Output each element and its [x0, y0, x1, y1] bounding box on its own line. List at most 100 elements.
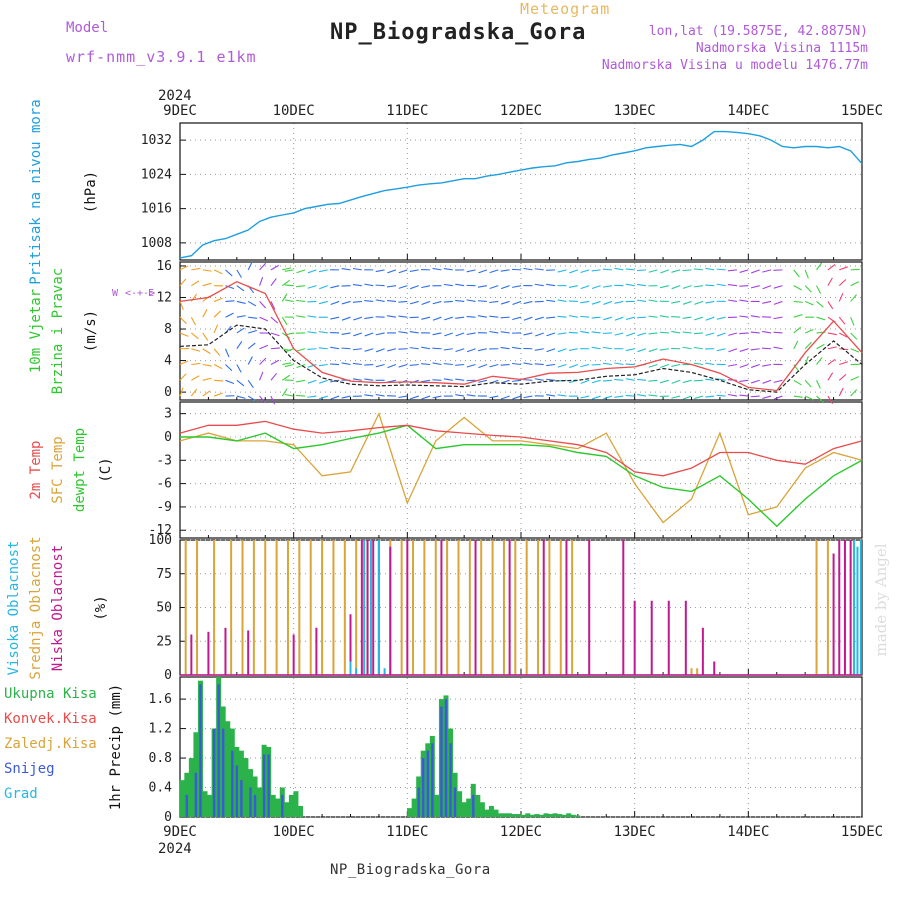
precip-snow-bar [240, 780, 243, 817]
wind-unit: (m/s) [83, 310, 99, 352]
wind-arrow [773, 331, 783, 334]
wind-arrow [637, 378, 647, 381]
wind-arrow [247, 342, 256, 350]
wind-arrow [705, 316, 715, 321]
wind-arrow [648, 269, 658, 273]
wind-arrow [353, 316, 363, 321]
wind-arrow [259, 371, 264, 381]
wind-arrow [682, 379, 692, 384]
precip-snow-bar [199, 684, 202, 817]
precip-total-bar [284, 802, 290, 817]
wind-arrow [455, 299, 465, 302]
wind-arrow [804, 379, 812, 388]
precip-snow-bar [453, 787, 457, 817]
precip-total-bar [543, 813, 549, 817]
wind-arrow [625, 316, 635, 321]
wind-arrow [191, 280, 200, 287]
wind-arrow [827, 346, 837, 350]
wind-arrow [247, 261, 253, 271]
precip-total-bar [225, 721, 231, 817]
elevation-label: Nadmorska Visina 1115m [695, 41, 868, 56]
wind-arrow [568, 331, 578, 334]
wind-arrow [816, 285, 822, 294]
wind-arrow [285, 348, 294, 353]
wind-arrow [352, 362, 362, 366]
wind-arrow [444, 332, 453, 337]
precip-total-bar [466, 798, 472, 817]
precip-axis-title: 1hr Precip (mm) [108, 684, 124, 810]
y-tick-label: 0 [164, 810, 172, 825]
wind-arrow [307, 363, 317, 368]
wind-arrow [816, 357, 823, 365]
precip-total-bar [575, 815, 581, 817]
wind-arrow [443, 300, 453, 303]
wind-arrow [307, 348, 317, 350]
wind-arrow [762, 330, 772, 334]
precip-snow-bar [431, 743, 434, 817]
wind-arrow [750, 331, 760, 334]
wind-arrow [432, 362, 442, 366]
wind-arrow [762, 395, 772, 399]
wind-arrow [432, 316, 442, 321]
wind-arrow [850, 389, 858, 397]
wind-arrow [751, 269, 760, 274]
wind-arrow [751, 363, 760, 368]
wind-arrow [319, 395, 328, 400]
wind-arrow [750, 348, 760, 351]
wind-arrow [500, 300, 510, 305]
precip-total-bar [243, 758, 249, 817]
wind-arrow [762, 285, 772, 290]
precip-total-bar [179, 780, 185, 817]
dewpt-axis-title: dewpt Temp [72, 428, 88, 512]
wind-arrow [626, 332, 635, 337]
wind-arrow [281, 293, 288, 302]
wind-arrow [375, 332, 385, 336]
wind-arrow [838, 292, 844, 302]
wind-arrow [375, 363, 385, 368]
wind-arrow [546, 332, 556, 337]
precip-snow-bar [444, 699, 448, 817]
wind-arrow [191, 267, 201, 271]
wind-arrow [352, 267, 362, 271]
wind-arrow [236, 300, 246, 304]
precip-snow-bar [253, 794, 257, 817]
wind-arrow [682, 285, 692, 289]
wind-arrow [602, 268, 612, 271]
wind-arrow [838, 387, 844, 397]
bottom-day-label: 9DEC [163, 824, 197, 840]
wind-arrow [500, 285, 510, 290]
cloud-mid-axis-title: Srednja Oblacnost [28, 536, 44, 679]
wind-arrow [705, 300, 715, 304]
wind-arrow [443, 348, 453, 351]
cloud-high-axis-title: Visoka Oblacnost [6, 541, 22, 676]
wind-arrow [477, 315, 487, 318]
wind-arrow [602, 362, 613, 366]
wind-arrow [671, 269, 681, 273]
wind-arrow [591, 379, 601, 384]
precip-total-bar [493, 809, 499, 817]
meteogram-label: Meteogram [520, 0, 611, 18]
wind-arrow [352, 378, 362, 381]
wind-arrow [580, 269, 590, 274]
wind-arrow [455, 363, 465, 366]
wind-arrow [804, 300, 814, 306]
wind-arrow [270, 301, 276, 310]
y-tick-label: 0 [164, 385, 172, 400]
precip-total-bar [498, 813, 504, 817]
wind-arrow [839, 332, 848, 338]
wind-arrow [259, 344, 269, 350]
precip-total-bar [461, 802, 467, 817]
wind-arrow [179, 373, 187, 381]
wind-arrow [179, 360, 189, 366]
wind-arrow [705, 332, 715, 336]
precip-total-bar [297, 805, 303, 817]
wind-arrow [850, 294, 857, 302]
wind-arrow [364, 378, 374, 381]
y-tick-label: 1024 [141, 167, 172, 182]
wind-arrow [319, 379, 328, 384]
wind-arrow [648, 363, 658, 368]
wind-arrow [603, 300, 613, 305]
wind-arrow [591, 395, 601, 400]
bottom-day-label: 13DEC [614, 824, 656, 840]
wind-arrow [284, 363, 294, 368]
